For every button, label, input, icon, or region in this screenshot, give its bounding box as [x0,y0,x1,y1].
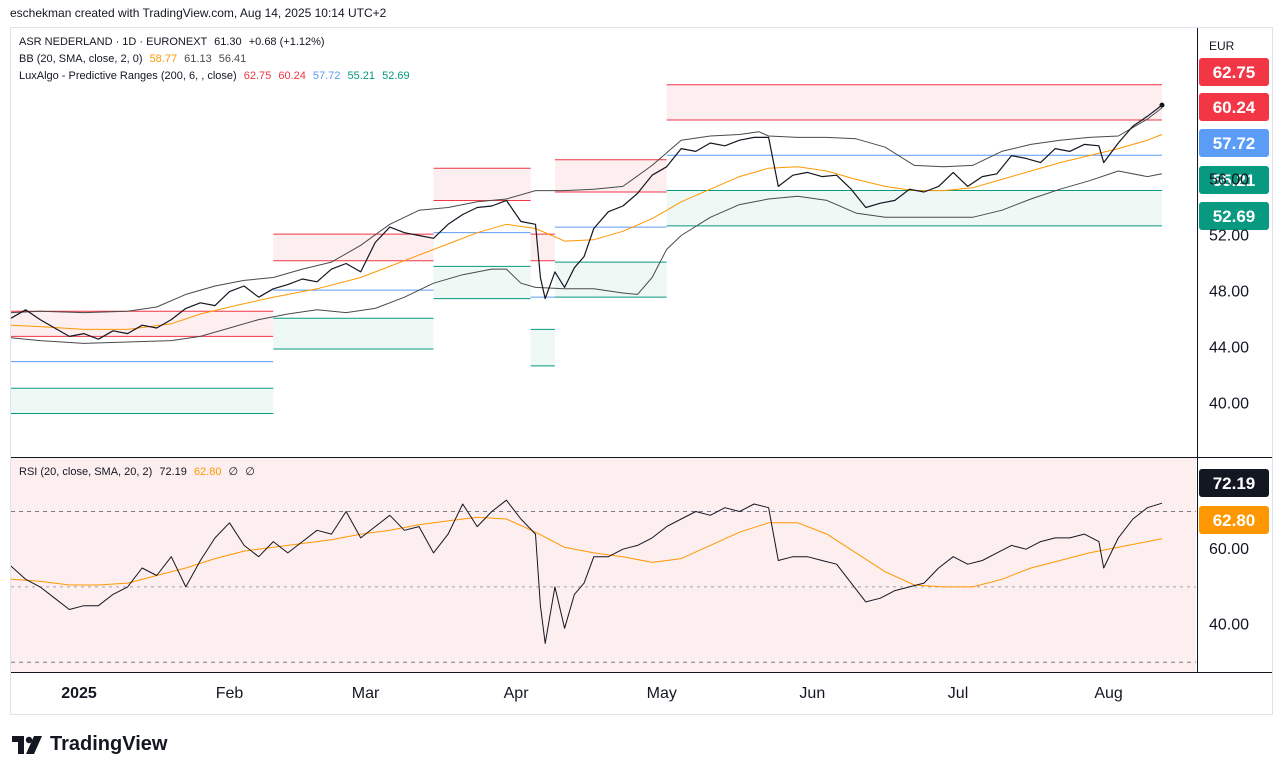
price-badge-4-text: 52.69 [1213,207,1256,226]
bb-upper-value: 61.13 [184,53,212,65]
price-badge-2-text: 57.72 [1213,134,1256,153]
price-tick-label: 40.00 [1209,396,1249,413]
symbol-name: ASR NEDERLAND · 1D · EURONEXT [19,36,208,48]
lux-r1-value: 60.24 [278,70,306,82]
price-badge-1-text: 60.24 [1213,98,1256,117]
rsi-extra-1: ∅ [228,466,239,478]
tradingview-branding[interactable]: TradingView [12,733,167,756]
price-badge-3-bg [1199,166,1269,194]
support-zone-5 [666,190,1163,226]
time-tick-label: Jul [948,685,968,702]
predictive-ranges [11,84,1163,415]
time-tick-label: Mar [352,685,380,702]
time-tick-label: 2025 [61,685,97,702]
price-change: +0.68 (+1.12%) [248,36,325,48]
price-tick-label: 48.00 [1209,284,1249,301]
axes: 40.00 44.00 48.00 52.00 56.00 40.00 60.00 2025 F… [61,171,1249,702]
tradingview-logo-icon [12,735,42,754]
rsi-extra-2: ∅ [245,466,255,478]
lux-s2-value: 52.69 [382,70,410,82]
lux-label: LuxAlgo - Predictive Ranges (200, 6, , c… [19,70,237,82]
rsi-ma-value: 62.80 [193,466,222,478]
price-legend: ASR NEDERLAND · 1D · EURONEXT 61.30 +0.6… [19,34,410,85]
rsi-line [11,499,1163,644]
series [11,102,1165,644]
bb-basis-value: 58.77 [149,53,178,65]
support-zone-1 [273,318,434,350]
rsi-ma-line [11,516,1163,588]
support-zone-3 [530,329,555,366]
bb-basis-line [11,134,1163,330]
chart-svg[interactable]: 62.75 60.24 57.72 55.21 52.69 72.19 62.80 40.0… [11,28,1272,714]
rsi-badge-1-bg [1199,506,1269,534]
bb-legend-row[interactable]: BB (20, SMA, close, 2, 0) 58.77 61.13 56… [19,51,410,68]
rsi-label: RSI (20, close, SMA, 20, 2) [19,466,153,478]
resistance-zone-4 [554,159,667,193]
rsi-badge-0-text: 72.19 [1213,474,1256,493]
lux-legend-row[interactable]: LuxAlgo - Predictive Ranges (200, 6, , c… [19,68,410,85]
rsi-badge-1-text: 62.80 [1213,511,1256,530]
bb-label: BB (20, SMA, close, 2, 0) [19,53,143,65]
price-badge-1-bg [1199,93,1269,121]
rsi-tick-label: 40.00 [1209,617,1249,634]
resistance-zone-5 [666,84,1163,120]
last-price: 61.30 [214,36,242,48]
price-line [11,104,1163,340]
price-tick-label: 52.00 [1209,227,1249,244]
last-price-dot [1159,102,1165,108]
price-badge-3-text: 55.21 [1213,171,1256,190]
grid [11,511,1196,663]
support-zone-0 [11,388,274,414]
brand-name: TradingView [50,733,168,755]
attribution-text: eschekman created with TradingView.com, … [10,6,387,20]
price-badge-0-text: 62.75 [1213,63,1256,82]
price-tick-label: 56.00 [1209,171,1249,188]
bb-lower-value: 56.41 [218,53,247,65]
rsi-value: 72.19 [159,466,187,478]
resistance-zone-0 [11,311,274,337]
resistance-zone-1 [273,234,434,261]
time-tick-label: Apr [504,685,530,702]
bb-upper-line [11,107,1163,314]
symbol-legend-row[interactable]: ASR NEDERLAND · 1D · EURONEXT 61.30 +0.6… [19,34,410,51]
time-tick-label: May [647,685,677,702]
price-badge-4-bg [1199,202,1269,230]
price-tick-label: 44.00 [1209,340,1249,357]
lux-avg-value: 57.72 [312,70,341,82]
rsi-background [11,458,1196,672]
rsi-tick-label: 60.00 [1209,541,1249,558]
rsi-legend[interactable]: RSI (20, close, SMA, 20, 2) 72.19 62.80 … [19,464,255,481]
time-tick-label: Feb [216,685,244,702]
support-zone-2 [433,266,531,299]
price-badges: 62.75 60.24 57.72 55.21 52.69 72.19 62.80 [1199,58,1269,534]
time-tick-label: Jun [799,685,825,702]
lux-r2-value: 62.75 [243,70,272,82]
resistance-zone-2 [433,168,531,201]
rsi-badge-0-bg [1199,469,1269,497]
time-tick-label: Aug [1094,685,1122,702]
bb-lower-line [11,170,1163,344]
resistance-zone-3 [530,234,555,261]
price-badge-0-bg [1199,58,1269,86]
lux-s1-value: 55.21 [347,70,376,82]
price-badge-2-bg [1199,129,1269,157]
chart-frame[interactable]: 62.75 60.24 57.72 55.21 52.69 72.19 62.80 40.0… [10,27,1273,715]
currency-label: EUR [1209,39,1235,53]
